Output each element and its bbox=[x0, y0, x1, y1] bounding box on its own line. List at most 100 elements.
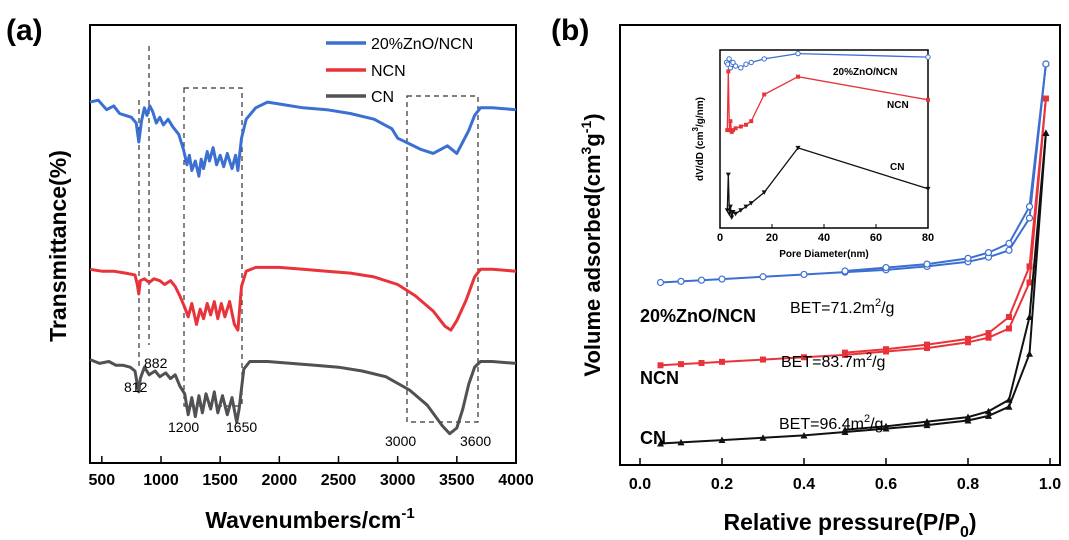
b-desorption-point-ncn bbox=[924, 341, 930, 348]
inset-point-cn bbox=[761, 190, 767, 195]
inset-point-ncn bbox=[725, 128, 730, 133]
b-adsorption-point-ncn bbox=[698, 360, 705, 366]
b-adsorption-point-ncn bbox=[719, 358, 725, 365]
b-adsorption-point-cn bbox=[759, 434, 767, 441]
panel-b-letter: (b) bbox=[551, 14, 589, 47]
b-desorption-point-cn bbox=[985, 407, 992, 415]
inset-series bbox=[723, 50, 931, 220]
inset-point-20-zno-ncn bbox=[761, 56, 767, 62]
b-adsorption-point-ncn bbox=[801, 354, 807, 361]
b-desorption-point-cn bbox=[1005, 396, 1013, 403]
inset-point-ncn bbox=[738, 124, 743, 129]
inset-point-20-zno-ncn bbox=[730, 59, 736, 66]
b-adsorption-point-cn bbox=[718, 436, 726, 444]
b-x-tick-label-0.4: 0.4 bbox=[793, 476, 815, 493]
inset-point-20-zno-ncn bbox=[732, 63, 739, 69]
b-desorption-point-cn bbox=[882, 422, 890, 430]
panel-b-x-axis-title: Relative pressure(P/P0) bbox=[723, 509, 976, 540]
b-adsorption-point-cn bbox=[800, 431, 808, 439]
inset-label-zno: 20%ZnO/NCN bbox=[833, 67, 897, 78]
b-adsorption-point-20-zno-ncn bbox=[677, 277, 685, 285]
inset-point-cn bbox=[726, 211, 732, 217]
bet-label-ncn: BET=83.7m2/g bbox=[781, 351, 885, 371]
inset-point-ncn bbox=[749, 119, 754, 124]
inset-label-cn: CN bbox=[890, 162, 904, 173]
panel-a-plot-frame bbox=[89, 24, 517, 464]
inset-chart: 0 20 40 60 80 20%ZnO/NCN NCN CN dV/dD (cm3/g… bbox=[691, 49, 934, 260]
b-desorption-line-20-zno-ncn bbox=[844, 63, 1047, 272]
b-desorption-point-20-zno-ncn bbox=[923, 260, 931, 268]
a-series-line-ncn bbox=[89, 265, 517, 332]
b-adsorption-point-cn bbox=[1026, 350, 1033, 357]
b-desorption-point-cn bbox=[1026, 313, 1033, 320]
panel-a-peak-boxes bbox=[138, 46, 479, 423]
b-desorption-point-20-zno-ncn bbox=[841, 267, 849, 275]
legend-label-cn: CN bbox=[371, 89, 394, 106]
b-desorption-point-20-zno-ncn bbox=[1005, 239, 1013, 247]
series-label-ncn: NCN bbox=[640, 368, 679, 388]
inset-x-tick-label-80: 80 bbox=[922, 232, 934, 244]
b-desorption-point-ncn bbox=[1006, 314, 1012, 320]
annot-882: 882 bbox=[144, 355, 168, 371]
b-desorption-line-ncn bbox=[844, 98, 1047, 354]
b-adsorption-point-ncn bbox=[657, 362, 664, 369]
inset-point-cn bbox=[725, 172, 731, 178]
inset-point-cn bbox=[743, 204, 749, 210]
inset-plot-frame bbox=[719, 49, 929, 229]
panel-b-series bbox=[656, 60, 1050, 447]
b-x-tick-label-0.0: 0.0 bbox=[629, 476, 651, 493]
inset-point-20-zno-ncn bbox=[748, 59, 754, 66]
a-series-line-cn bbox=[89, 358, 517, 436]
b-adsorption-point-20-zno-ncn bbox=[1025, 214, 1034, 222]
inset-point-ncn bbox=[744, 122, 748, 127]
b-adsorption-point-cn bbox=[923, 421, 931, 429]
b-adsorption-point-20-zno-ncn bbox=[1005, 246, 1013, 254]
b-desorption-point-cn bbox=[841, 426, 849, 433]
peak-region-3000-3600 bbox=[406, 95, 479, 423]
b-adsorption-point-20-zno-ncn bbox=[759, 273, 767, 281]
panel-a-x-ticks: 500 1000 1500 2000 2500 3000 3500 4000 bbox=[88, 456, 534, 489]
inset-point-ncn bbox=[726, 69, 731, 74]
inset-point-20-zno-ncn bbox=[743, 61, 749, 67]
panel-a-series bbox=[89, 98, 517, 436]
a-x-tick-label-3500: 3500 bbox=[439, 472, 475, 489]
b-adsorption-point-cn bbox=[677, 438, 685, 446]
a-x-tick-label-1000: 1000 bbox=[143, 472, 179, 489]
b-adsorption-point-20-zno-ncn bbox=[718, 275, 726, 283]
annot-3000: 3000 bbox=[385, 433, 416, 449]
b-desorption-point-ncn bbox=[1042, 95, 1049, 102]
inset-label-ncn: NCN bbox=[887, 100, 909, 111]
inset-point-20-zno-ncn bbox=[925, 54, 931, 60]
inset-point-cn bbox=[730, 209, 736, 215]
b-adsorption-line-ncn bbox=[660, 98, 1047, 367]
b-desorption-point-ncn bbox=[985, 330, 992, 337]
b-adsorption-point-cn bbox=[1005, 403, 1013, 410]
b-desorption-point-cn bbox=[1042, 129, 1050, 136]
b-desorption-point-20-zno-ncn bbox=[964, 254, 972, 262]
b-desorption-line-cn bbox=[844, 132, 1047, 431]
b-adsorption-point-20-zno-ncn bbox=[656, 278, 665, 287]
b-adsorption-point-cn bbox=[985, 412, 992, 419]
inset-point-ncn bbox=[728, 119, 733, 124]
b-adsorption-point-ncn bbox=[985, 334, 992, 341]
inset-point-20-zno-ncn bbox=[795, 50, 801, 57]
bet-label-cn: BET=96.4m2/g bbox=[779, 413, 883, 433]
series-label-cn: CN bbox=[640, 428, 666, 448]
annot-1200: 1200 bbox=[168, 419, 199, 435]
b-adsorption-point-ncn bbox=[678, 361, 684, 368]
annot-1650: 1650 bbox=[226, 419, 257, 435]
b-desorption-point-cn bbox=[964, 413, 972, 421]
a-x-tick-label-1500: 1500 bbox=[202, 472, 238, 489]
b-x-tick-label-0.8: 0.8 bbox=[957, 476, 979, 493]
inset-x-axis-title: Pore Diameter(nm) bbox=[779, 249, 868, 260]
b-adsorption-point-ncn bbox=[1026, 279, 1033, 286]
b-adsorption-point-ncn bbox=[924, 345, 930, 352]
inset-x-ticks: 0 20 40 60 80 bbox=[717, 224, 934, 244]
legend-label-ncn: NCN bbox=[371, 63, 406, 80]
inset-x-tick-label-40: 40 bbox=[818, 232, 830, 244]
inset-x-tick-label-60: 60 bbox=[870, 232, 882, 244]
annot-3600: 3600 bbox=[460, 433, 491, 449]
inset-point-cn bbox=[727, 204, 733, 210]
inset-x-tick-label-20: 20 bbox=[766, 232, 778, 244]
